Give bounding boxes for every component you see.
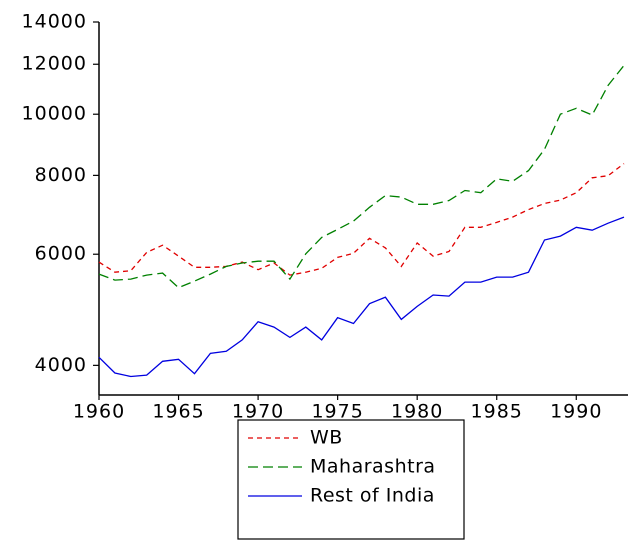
y-tick-label: 10000 <box>22 103 87 125</box>
legend <box>237 419 465 540</box>
legend-label: WB <box>310 427 343 449</box>
x-tick-label: 1965 <box>152 401 204 423</box>
y-tick-label: 8000 <box>35 164 87 186</box>
x-tick-label: 1980 <box>391 401 443 423</box>
series-line <box>98 64 625 289</box>
x-tick-label: 1960 <box>73 401 125 423</box>
y-tick-label: 6000 <box>35 243 87 265</box>
x-tick-label: 1975 <box>311 401 363 423</box>
series-line <box>98 216 625 378</box>
legend-label: Maharashtra <box>310 456 436 478</box>
x-tick-label: 1985 <box>471 401 523 423</box>
y-tick-label: 14000 <box>22 11 87 33</box>
series-line <box>98 163 625 276</box>
x-tick-label: 1990 <box>550 401 602 423</box>
legend-label: Rest of India <box>310 485 435 507</box>
x-tick-label: 1970 <box>232 401 284 423</box>
y-tick-label: 4000 <box>35 354 87 376</box>
y-tick-label: 12000 <box>22 53 87 75</box>
